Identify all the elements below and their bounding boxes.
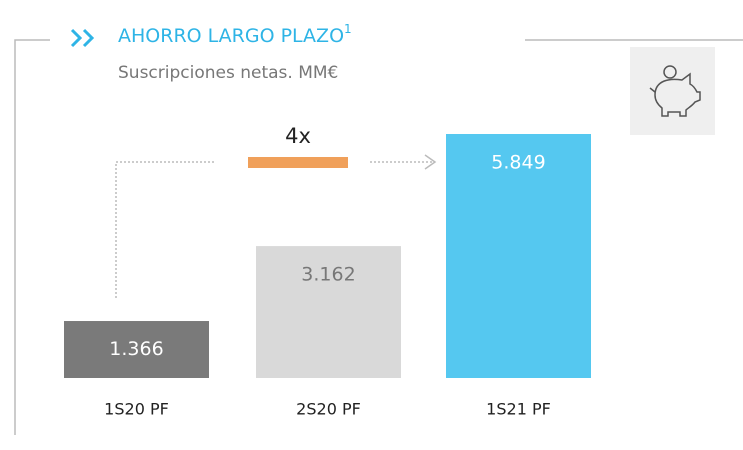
bar bbox=[446, 134, 591, 378]
value-label: 5.849 bbox=[491, 152, 545, 174]
bar bbox=[256, 246, 401, 378]
annotation: 4x bbox=[285, 124, 311, 148]
piggy-icon bbox=[649, 65, 701, 117]
frame bbox=[14, 39, 50, 435]
value-label: 3.162 bbox=[301, 264, 355, 286]
chevrons bbox=[70, 28, 95, 48]
x-tick-label: 1S21 PF bbox=[486, 400, 551, 419]
x-tick-label: 2S20 PF bbox=[296, 400, 361, 419]
chart-subtitle: Suscripciones netas. MM€ bbox=[118, 63, 338, 83]
x-tick-label: 1S20 PF bbox=[104, 400, 169, 419]
dotted-connector bbox=[115, 161, 215, 298]
bar bbox=[64, 321, 209, 378]
growth-marker bbox=[248, 157, 348, 168]
value-label: 1.366 bbox=[109, 338, 163, 360]
arrow-head bbox=[424, 154, 437, 170]
chart-title: AHORRO LARGO PLAZO1 bbox=[118, 22, 352, 47]
icon-box bbox=[630, 47, 715, 135]
